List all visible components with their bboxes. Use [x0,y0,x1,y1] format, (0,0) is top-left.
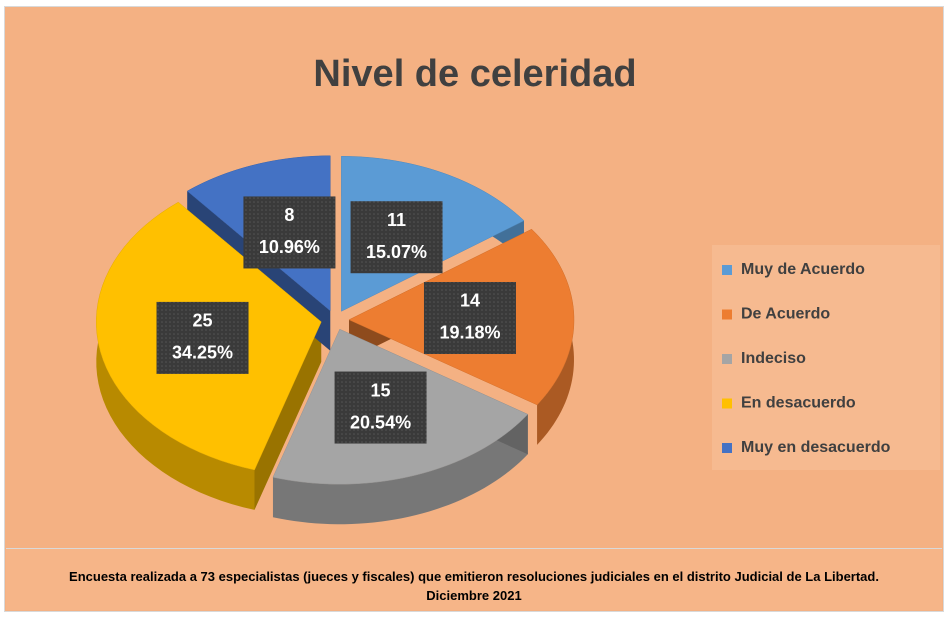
legend-swatch [722,443,732,453]
legend-swatch [722,309,732,320]
slice-side [272,414,528,525]
data-label-value: 25 [193,311,213,331]
data-label-percent: 20.54% [350,412,411,432]
data-label-value: 15 [371,380,391,400]
legend-label: Muy en desacuerdo [741,439,891,456]
slice-wall [254,321,322,510]
footnote: Encuesta realizada a 73 especialistas (j… [6,548,942,610]
legend-swatch [722,354,732,364]
slice-side [96,202,255,510]
legend-swatch [722,398,732,409]
legend-label: Indeciso [741,350,806,367]
legend-label: En desacuerdo [741,395,856,412]
data-label-percent: 19.18% [439,323,500,343]
legend-label: De Acuerdo [741,306,830,323]
data-label-box [243,196,336,269]
legend-swatch [722,265,732,275]
data-label-value: 8 [284,205,294,225]
data-label-box [156,301,249,374]
data-label-box [350,201,443,274]
data-label-percent: 10.96% [259,237,320,257]
data-label-value: 11 [387,210,406,230]
data-label-percent: 34.25% [172,343,233,363]
chart-title: Nivel de celeridad [313,53,636,95]
data-label-percent: 15.07% [366,242,427,262]
data-label-box [334,371,427,444]
data-label-box [423,281,516,354]
data-label-value: 14 [460,291,480,311]
legend-label: Muy de Acuerdo [741,261,865,278]
legend-box [712,245,940,470]
